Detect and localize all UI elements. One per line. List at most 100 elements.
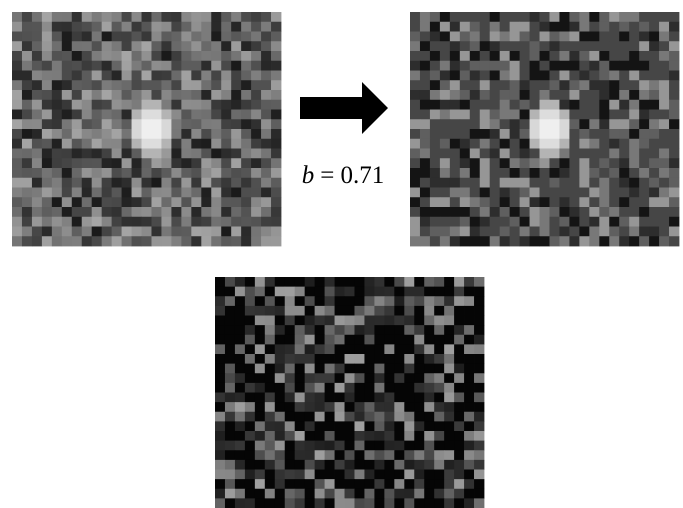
pixel bbox=[22, 51, 32, 61]
pixel bbox=[599, 227, 609, 237]
pixel bbox=[470, 41, 480, 51]
pixel bbox=[255, 402, 265, 412]
pixel bbox=[420, 129, 430, 139]
pixel bbox=[470, 119, 480, 129]
pixel bbox=[579, 227, 589, 237]
pixel bbox=[619, 236, 629, 246]
pixel bbox=[151, 61, 161, 71]
pixel bbox=[285, 296, 295, 306]
pixel bbox=[559, 197, 569, 207]
pixel bbox=[255, 393, 265, 403]
pixel bbox=[345, 431, 355, 441]
pixel bbox=[404, 470, 414, 480]
pixel bbox=[151, 71, 161, 81]
pixel bbox=[384, 421, 394, 431]
pixel bbox=[142, 80, 152, 90]
pixel bbox=[72, 110, 82, 120]
pixel bbox=[354, 441, 364, 451]
pixel bbox=[132, 12, 142, 22]
pixel bbox=[72, 119, 82, 129]
pixel bbox=[354, 479, 364, 489]
pixel bbox=[142, 61, 152, 71]
pixel bbox=[659, 12, 669, 22]
pixel bbox=[171, 110, 181, 120]
pixel bbox=[161, 41, 171, 51]
pixel bbox=[404, 287, 414, 297]
pixel bbox=[201, 188, 211, 198]
pixel bbox=[201, 158, 211, 168]
pixel bbox=[161, 51, 171, 61]
pixel bbox=[42, 207, 52, 217]
pixel bbox=[540, 22, 550, 32]
pixel bbox=[500, 207, 510, 217]
pixel bbox=[295, 479, 305, 489]
pixel bbox=[450, 41, 460, 51]
pixel bbox=[490, 207, 500, 217]
pixel bbox=[32, 168, 42, 178]
pixel bbox=[480, 149, 490, 159]
pixel bbox=[102, 168, 112, 178]
pixel bbox=[245, 287, 255, 297]
pixel bbox=[102, 51, 112, 61]
pixel bbox=[42, 12, 52, 22]
pixel bbox=[450, 80, 460, 90]
pixel bbox=[510, 188, 520, 198]
pixel bbox=[102, 61, 112, 71]
pixel bbox=[82, 119, 92, 129]
pixel bbox=[460, 207, 470, 217]
pixel bbox=[394, 412, 404, 422]
pixel bbox=[669, 217, 679, 227]
pixel bbox=[444, 296, 454, 306]
pixel bbox=[649, 119, 659, 129]
pixel bbox=[364, 296, 374, 306]
pixel bbox=[609, 119, 619, 129]
pixel bbox=[384, 364, 394, 374]
pixel bbox=[490, 100, 500, 110]
figure: b= 0.71 bbox=[0, 0, 683, 508]
pixel bbox=[52, 149, 62, 159]
pixel bbox=[315, 364, 325, 374]
pixel bbox=[191, 71, 201, 81]
pixel bbox=[122, 90, 132, 100]
pixel bbox=[72, 41, 82, 51]
pixel bbox=[325, 364, 335, 374]
pixel bbox=[201, 217, 211, 227]
pixel bbox=[649, 227, 659, 237]
pixel bbox=[549, 188, 559, 198]
pixel bbox=[520, 197, 530, 207]
pixel bbox=[460, 236, 470, 246]
pixel bbox=[470, 22, 480, 32]
pixel bbox=[265, 306, 275, 316]
pixel bbox=[22, 178, 32, 188]
pixel bbox=[454, 421, 464, 431]
pixel bbox=[384, 470, 394, 480]
pixel bbox=[440, 178, 450, 188]
pixel bbox=[559, 129, 569, 139]
pixel bbox=[384, 325, 394, 335]
pixel bbox=[345, 296, 355, 306]
pixel bbox=[52, 100, 62, 110]
pixel bbox=[255, 277, 265, 287]
pixel bbox=[540, 197, 550, 207]
pixel bbox=[112, 80, 122, 90]
pixel bbox=[315, 277, 325, 287]
pixel bbox=[410, 197, 420, 207]
pixel bbox=[211, 178, 221, 188]
pixel bbox=[241, 71, 251, 81]
pixel bbox=[265, 325, 275, 335]
pixel bbox=[62, 227, 72, 237]
input-image bbox=[12, 12, 281, 246]
pixel bbox=[510, 32, 520, 42]
pixel bbox=[540, 236, 550, 246]
pixel bbox=[235, 383, 245, 393]
pixel bbox=[450, 22, 460, 32]
pixel bbox=[579, 197, 589, 207]
pixel bbox=[215, 489, 225, 499]
pixel bbox=[374, 383, 384, 393]
pixel bbox=[414, 287, 424, 297]
pixel bbox=[410, 90, 420, 100]
pixel bbox=[335, 441, 345, 451]
pixel bbox=[549, 119, 559, 129]
pixel bbox=[181, 207, 191, 217]
pixel bbox=[589, 100, 599, 110]
